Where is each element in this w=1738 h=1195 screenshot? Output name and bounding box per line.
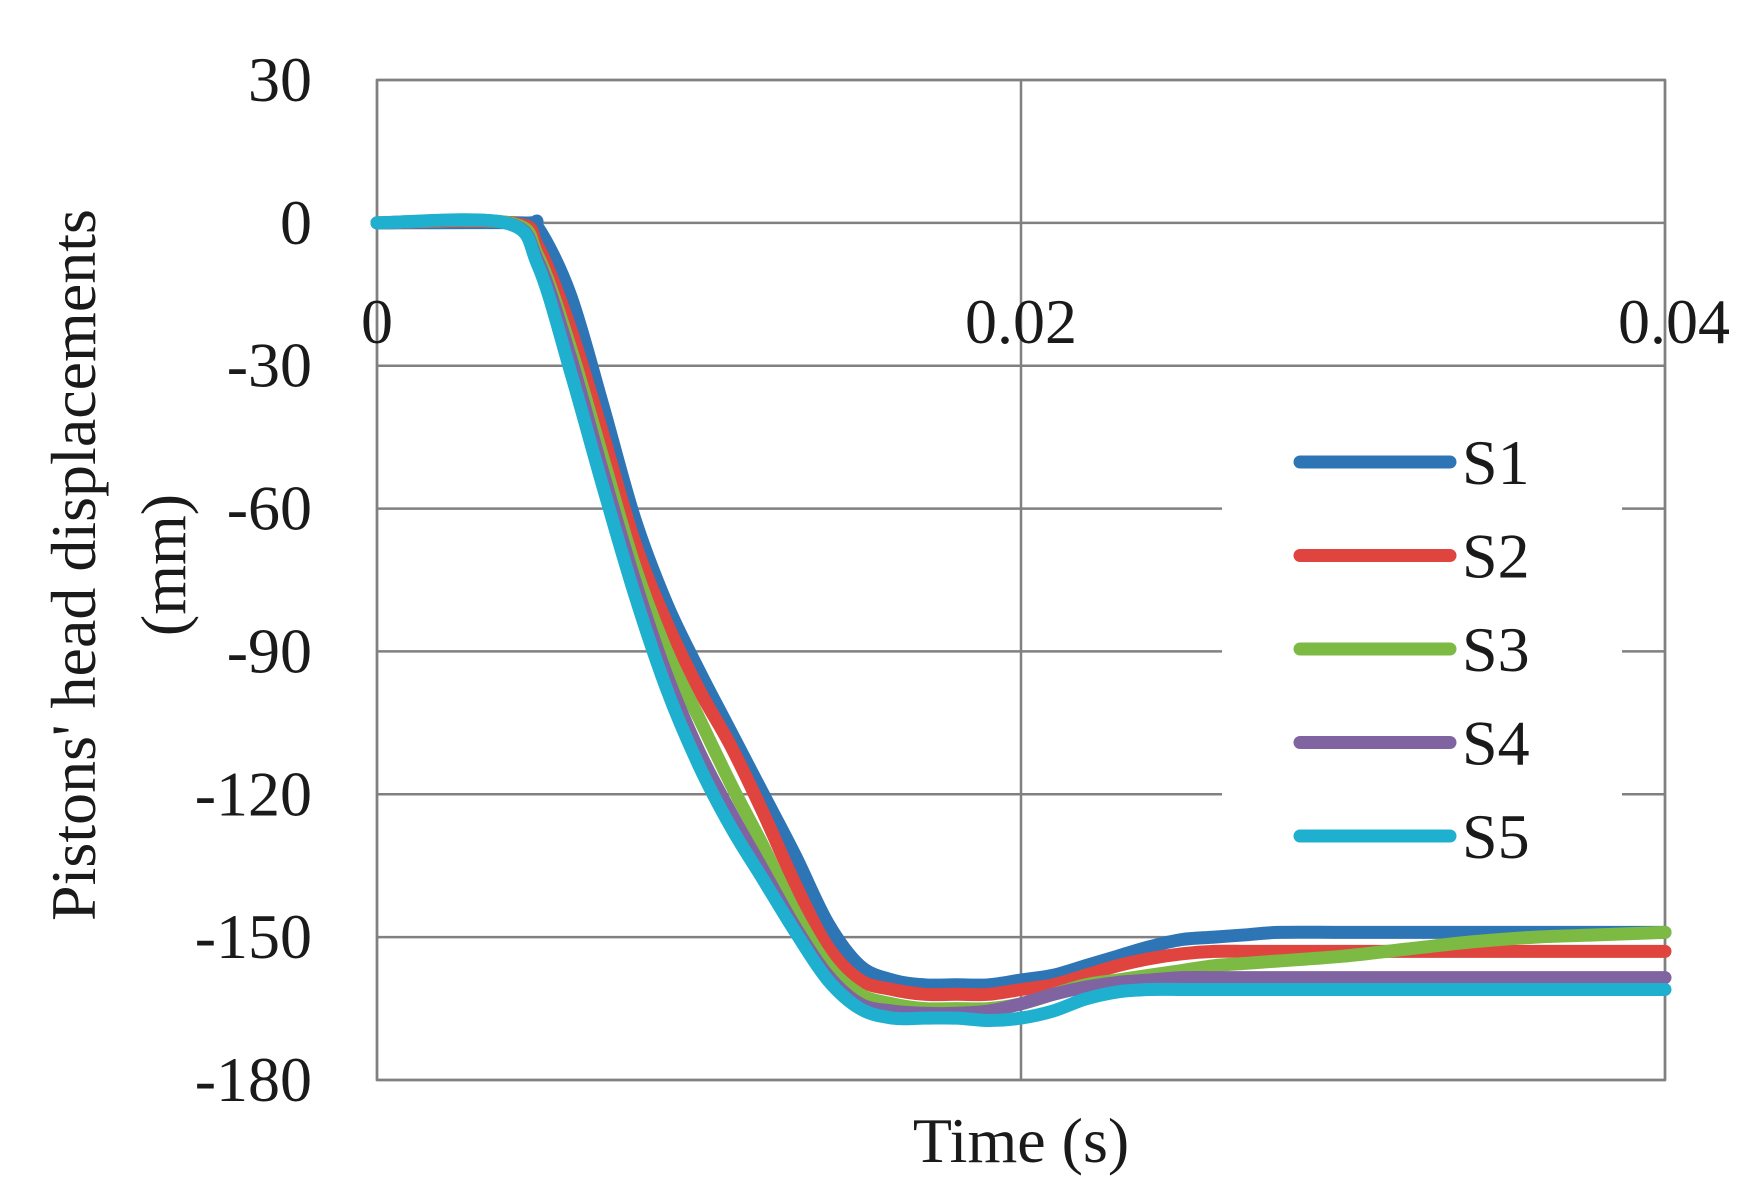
legend: S1 S2 S3 S4 S5 [1222,420,1622,872]
x-tick-label: 0.02 [965,286,1077,357]
series-line-s5 [370,213,1672,1027]
legend-label-s1: S1 [1462,427,1530,498]
x-tick-label: 0 [361,286,393,357]
plot-frame [375,78,1667,1082]
y-tick-label: 0 [280,187,312,258]
y-tick-label: -60 [227,473,312,544]
tick-labels: 30 0 -30 -60 -90 -120 -150 -180 0 0.02 0.04 [195,44,1730,1115]
series-line-s1 [370,214,1672,992]
y-tick-label: -180 [195,1044,312,1115]
legend-label-s5: S5 [1462,801,1530,872]
y-axis-unit: (mm) [128,494,199,636]
x-axis-title: Time (s) [913,1105,1129,1176]
y-tick-label: -90 [227,615,312,686]
legend-label-s2: S2 [1462,521,1530,592]
x-tick-label: 0.04 [1618,286,1730,357]
y-tick-label: -30 [227,330,312,401]
y-axis-title: Pistons' head displacements [38,209,109,921]
legend-label-s3: S3 [1462,614,1530,685]
series-lines [370,213,1672,1027]
y-tick-label: -120 [195,758,312,829]
y-tick-label: -150 [195,901,312,972]
legend-label-s4: S4 [1462,708,1530,779]
y-tick-label: 30 [248,44,312,115]
